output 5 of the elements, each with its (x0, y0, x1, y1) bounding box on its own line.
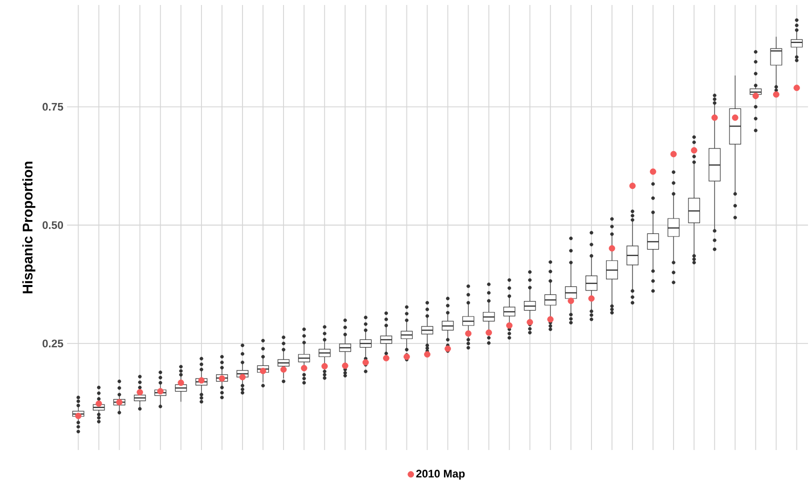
y-axis-title: Hispanic Proportion (22, 162, 36, 294)
y-tick-label: 0.25 (42, 340, 64, 348)
y-tick-label: 0.50 (42, 221, 64, 230)
legend-label: 2010 Map (416, 470, 465, 480)
y-tick-label: 0.75 (42, 102, 64, 111)
